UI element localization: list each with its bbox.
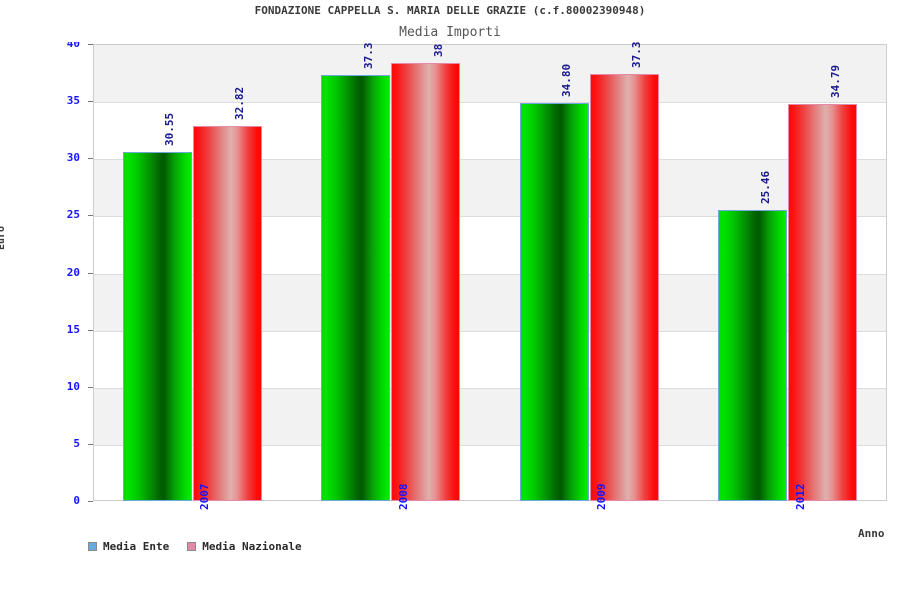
gridline	[94, 387, 886, 389]
legend-swatch-icon	[187, 542, 197, 551]
y-axis-tick-mark	[88, 101, 93, 103]
bar-value-label: 30.55	[163, 112, 177, 146]
bar-media-nazionale[interactable]	[391, 63, 461, 501]
title-background	[0, 0, 900, 42]
y-axis-title: Euro	[0, 225, 7, 250]
x-axis-tick-label: 2012	[793, 483, 807, 511]
gridline	[94, 216, 886, 218]
bar-value-label: 25.46	[758, 170, 772, 205]
bar-media-nazionale[interactable]	[788, 103, 858, 501]
bar-media-nazionale[interactable]	[192, 126, 262, 501]
y-axis-tick-mark	[88, 386, 93, 388]
legend-item-media-nazionale[interactable]: Media Nazionale	[187, 540, 302, 553]
x-axis-tick-label: 2009	[595, 483, 609, 511]
bar-media-ente[interactable]	[122, 151, 192, 501]
gridline	[94, 102, 886, 104]
plot-band	[94, 45, 886, 103]
bar-media-ente[interactable]	[519, 103, 589, 501]
y-axis-tick-label: 5	[73, 436, 80, 450]
x-axis-title: Anno	[858, 527, 885, 540]
y-axis-tick-label: 30	[66, 151, 80, 165]
chart-subtitle: Media Importi	[399, 25, 501, 40]
legend-label: Media Ente	[103, 540, 170, 553]
chart-title: FONDAZIONE CAPPELLA S. MARIA DELLE GRAZI…	[254, 4, 646, 17]
y-axis-tick-mark	[88, 215, 93, 217]
bar-media-nazionale[interactable]	[589, 74, 659, 501]
y-axis-tick-mark	[88, 501, 93, 502]
bar-value-label: 34.80	[560, 64, 574, 98]
x-axis-tick-label: 2008	[396, 483, 410, 511]
legend-item-media-ente[interactable]: Media Ente	[88, 540, 169, 553]
y-axis-tick-label: 20	[66, 265, 80, 279]
bar-media-ente[interactable]	[321, 74, 391, 501]
y-axis-tick-mark	[88, 158, 93, 160]
y-axis-tick-label: 0	[73, 494, 80, 507]
gridline	[94, 273, 886, 275]
gridline	[94, 444, 886, 446]
gridline	[94, 330, 886, 332]
x-axis-tick-label: 2007	[198, 483, 212, 511]
legend-swatch-icon	[88, 542, 97, 551]
y-axis-tick-label: 10	[66, 379, 80, 393]
y-axis-tick-mark	[88, 329, 93, 331]
legend-label: Media Nazionale	[202, 540, 302, 553]
y-axis-tick-mark	[88, 443, 93, 445]
gridline	[94, 159, 886, 161]
y-axis-tick-label: 15	[66, 322, 80, 336]
bar-value-label: 32.82	[233, 86, 247, 121]
y-axis-tick-mark	[88, 44, 93, 45]
chart-legend: Media Ente Media Nazionale	[88, 540, 302, 553]
bar-value-label: 34.79	[828, 64, 842, 98]
bar-media-ente[interactable]	[718, 210, 788, 501]
y-axis-tick-label: 25	[66, 208, 80, 222]
y-axis-tick-mark	[88, 272, 93, 274]
y-axis-tick-label: 35	[66, 94, 80, 108]
